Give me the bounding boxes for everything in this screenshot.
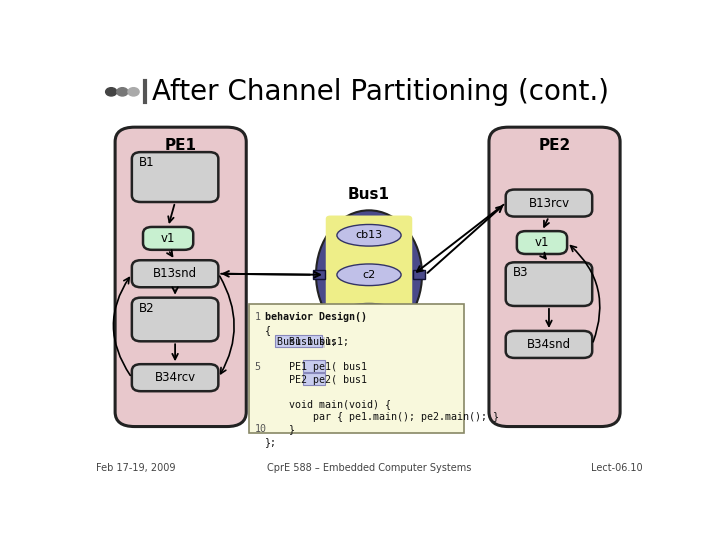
Text: B3: B3	[513, 266, 528, 280]
Text: 1: 1	[255, 312, 261, 322]
Text: B34snd: B34snd	[527, 338, 571, 351]
Text: PE2: PE2	[539, 138, 571, 153]
Ellipse shape	[337, 303, 401, 325]
Text: Lect-06.10: Lect-06.10	[591, 463, 642, 473]
FancyBboxPatch shape	[277, 337, 325, 348]
FancyBboxPatch shape	[413, 270, 426, 279]
Text: Bus1 bus1;: Bus1 bus1;	[265, 337, 348, 347]
Text: B13rcv: B13rcv	[528, 197, 570, 210]
Text: 10: 10	[255, 424, 266, 435]
FancyBboxPatch shape	[275, 335, 322, 347]
Text: Bus1: Bus1	[348, 187, 390, 202]
Text: B1: B1	[138, 156, 154, 169]
Text: PE1: PE1	[165, 138, 197, 153]
Text: Feb 17-19, 2009: Feb 17-19, 2009	[96, 463, 175, 473]
Text: };: };	[265, 437, 276, 447]
Text: cb34: cb34	[356, 309, 382, 319]
Text: par { pe1.main(); pe2.main(); }: par { pe1.main(); pe2.main(); }	[265, 412, 499, 422]
Text: }: }	[265, 424, 294, 435]
FancyBboxPatch shape	[312, 270, 325, 279]
FancyBboxPatch shape	[132, 260, 218, 287]
Text: {: {	[265, 325, 271, 335]
FancyBboxPatch shape	[302, 360, 325, 372]
FancyBboxPatch shape	[132, 364, 218, 391]
FancyBboxPatch shape	[505, 262, 593, 306]
Ellipse shape	[337, 264, 401, 286]
FancyBboxPatch shape	[517, 231, 567, 254]
Circle shape	[128, 87, 139, 96]
FancyBboxPatch shape	[143, 227, 193, 250]
Text: After Channel Partitioning (cont.): After Channel Partitioning (cont.)	[153, 78, 610, 106]
FancyBboxPatch shape	[132, 298, 218, 341]
FancyBboxPatch shape	[505, 331, 593, 358]
FancyBboxPatch shape	[489, 127, 620, 427]
Text: v1: v1	[161, 232, 176, 245]
Text: void main(void) {: void main(void) {	[265, 400, 391, 409]
Text: cb13: cb13	[356, 230, 382, 240]
FancyBboxPatch shape	[249, 304, 464, 433]
Text: behavior Design(): behavior Design()	[265, 312, 366, 322]
Text: B34rcv: B34rcv	[155, 371, 196, 384]
Text: Bus1 bus1;: Bus1 bus1;	[277, 337, 337, 347]
Ellipse shape	[337, 225, 401, 246]
FancyBboxPatch shape	[304, 374, 326, 386]
Text: B13snd: B13snd	[153, 267, 197, 280]
Text: PE1 pe1( bus1: PE1 pe1( bus1	[265, 362, 366, 372]
FancyBboxPatch shape	[505, 190, 593, 217]
Text: v1: v1	[535, 236, 549, 249]
FancyBboxPatch shape	[302, 373, 325, 384]
Text: CprE 588 – Embedded Computer Systems: CprE 588 – Embedded Computer Systems	[267, 463, 471, 473]
Text: B2: B2	[138, 302, 154, 315]
Circle shape	[117, 87, 128, 96]
Text: c2: c2	[362, 270, 376, 280]
Text: 5: 5	[255, 362, 261, 372]
FancyBboxPatch shape	[115, 127, 246, 427]
Text: PE2 pe2( bus1: PE2 pe2( bus1	[265, 375, 366, 384]
FancyBboxPatch shape	[325, 215, 413, 334]
FancyBboxPatch shape	[132, 152, 218, 202]
FancyBboxPatch shape	[304, 362, 326, 373]
Circle shape	[106, 87, 117, 96]
Ellipse shape	[316, 210, 422, 339]
